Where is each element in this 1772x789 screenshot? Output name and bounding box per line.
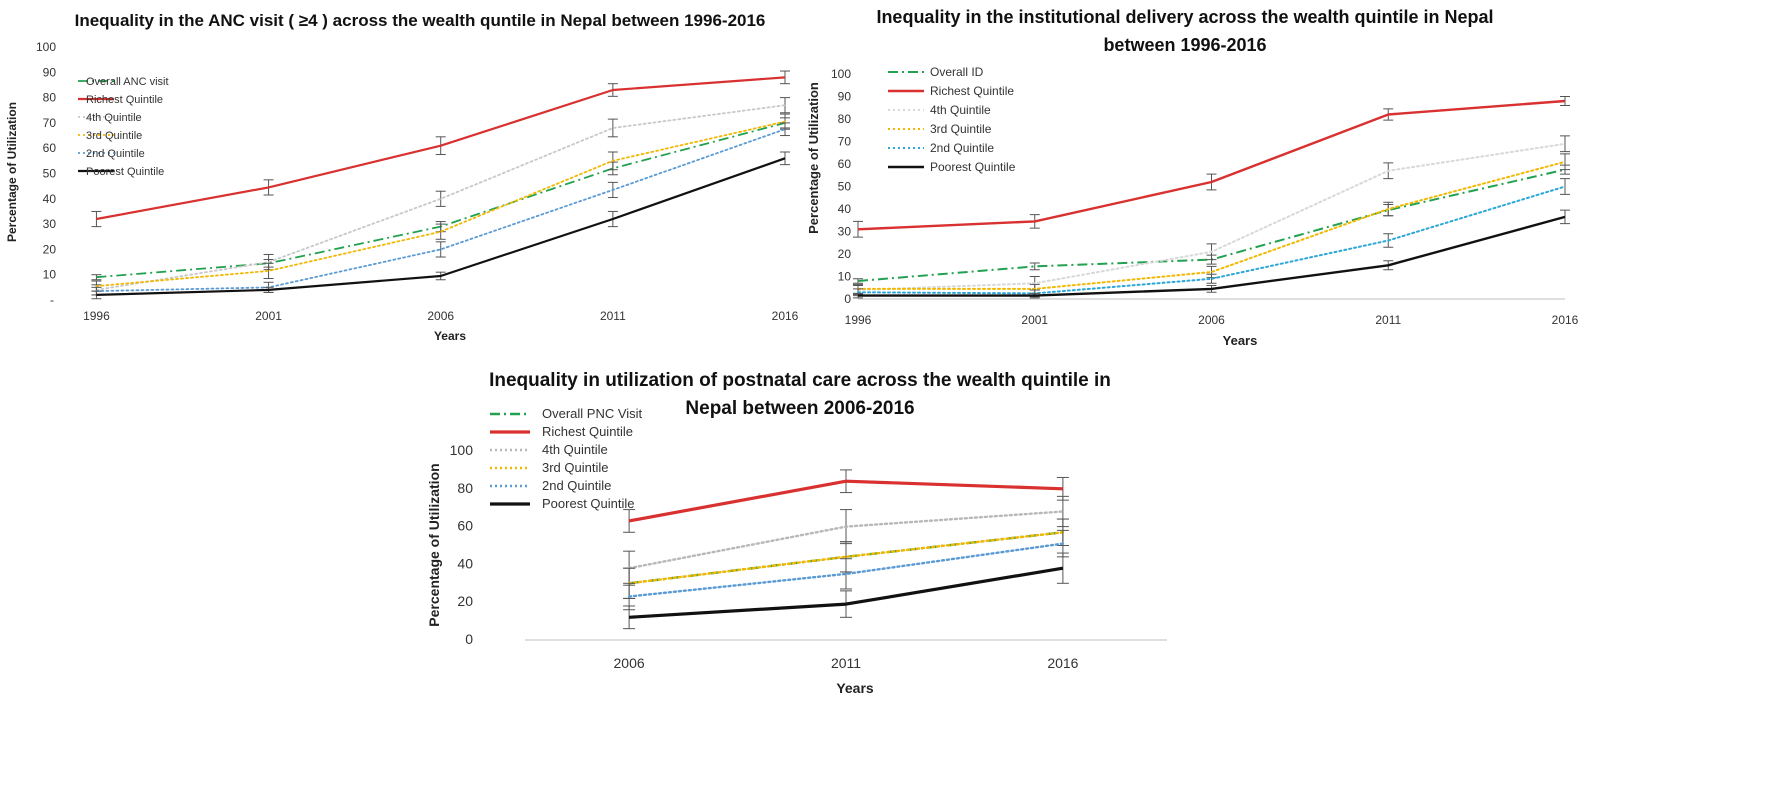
y-axis-label: Percentage of Utilization <box>426 463 442 626</box>
x-tick-label: 2016 <box>1047 655 1078 671</box>
x-tick-label: 2006 <box>1198 313 1225 327</box>
series-line <box>95 128 786 293</box>
y-tick-label: 20 <box>43 242 57 256</box>
x-tick-label: 2006 <box>614 655 645 671</box>
legend-label: 2nd Quintile <box>86 148 145 160</box>
series-line <box>95 120 786 288</box>
y-tick-label: 90 <box>838 90 852 104</box>
legend-label: 4th Quintile <box>930 103 991 117</box>
legend-label: 3rd Quintile <box>542 460 608 475</box>
chart-title: Inequality in utilization of postnatal c… <box>489 370 1111 391</box>
y-tick-label: 60 <box>457 518 473 534</box>
legend-label: 2nd Quintile <box>542 478 611 493</box>
y-tick-label: 80 <box>43 91 57 105</box>
legend-label: Overall ID <box>930 65 984 79</box>
chart-title: Nepal between 2006-2016 <box>685 398 914 419</box>
series-richest-quintile <box>91 70 790 228</box>
y-tick-mark: - <box>50 293 54 307</box>
x-tick-label: 2016 <box>772 309 799 323</box>
y-tick-label: 20 <box>838 247 852 261</box>
y-tick-label: 10 <box>43 268 57 282</box>
legend: Overall ANC visit Richest Quintile 4th Qui… <box>78 76 169 178</box>
y-axis-label: Percentage of Utilization <box>5 102 19 242</box>
series-line <box>627 542 1065 598</box>
legend-label: 4th Quintile <box>86 112 142 124</box>
x-axis-label: Years <box>836 680 874 696</box>
series-richest-quintile <box>623 469 1069 533</box>
x-tick-label: 1996 <box>845 313 872 327</box>
series-line <box>857 185 1566 295</box>
chart-title: between 1996-2016 <box>1103 35 1266 55</box>
y-axis-label: Percentage of Utilization <box>806 82 821 234</box>
legend-label: Overall PNC Visit <box>542 406 643 421</box>
legend-label: Richest Quintile <box>930 84 1014 98</box>
y-tick-label: 40 <box>457 555 473 571</box>
legend-label: 4th Quintile <box>542 442 608 457</box>
series-line <box>95 104 786 291</box>
y-tick-label: 60 <box>43 141 57 155</box>
chart-title: Inequality in the institutional delivery… <box>876 7 1493 27</box>
legend-label: 3rd Quintile <box>86 130 142 142</box>
x-tick-label: 2006 <box>427 309 454 323</box>
legend-label: Richest Quintile <box>86 94 163 106</box>
y-tick-label: 100 <box>36 40 56 54</box>
y-tick-label: 100 <box>450 442 474 458</box>
series-line <box>96 157 786 296</box>
y-tick-label: 40 <box>43 192 57 206</box>
x-axis-label: Years <box>434 329 466 343</box>
y-tick-label: 50 <box>43 167 57 181</box>
chart-2: Inequality in the institutional delivery… <box>806 7 1579 348</box>
chart-1: Inequality in the ANC visit ( ≥4 ) acros… <box>5 11 799 343</box>
x-tick-label: 2011 <box>1375 313 1401 327</box>
y-tick-label: 80 <box>457 480 473 496</box>
y-tick-label: 60 <box>838 157 852 171</box>
y-tick-label: 0 <box>465 631 473 647</box>
series-2nd-quintile <box>623 529 1069 611</box>
y-tick-label: 90 <box>43 65 57 79</box>
y-tick-label: 80 <box>838 112 852 126</box>
x-tick-label: 1996 <box>83 309 110 323</box>
series-line <box>858 215 1566 297</box>
series-line <box>96 76 786 221</box>
y-tick-label: 70 <box>43 116 57 130</box>
x-tick-label: 2011 <box>831 655 861 671</box>
series-line <box>627 531 1065 585</box>
series-richest-quintile <box>853 96 1570 238</box>
series-poorest-quintile <box>853 209 1570 299</box>
y-tick-label: 50 <box>838 180 852 194</box>
series-line <box>628 479 1063 523</box>
x-axis-label: Years <box>1223 333 1258 348</box>
legend: Overall ID Richest Quintile 4th Quintile 3r… <box>888 65 1016 174</box>
series-2nd-quintile <box>853 178 1570 298</box>
y-tick-label: 30 <box>838 225 852 239</box>
x-tick-label: 2001 <box>1021 313 1048 327</box>
y-tick-label: 30 <box>43 217 57 231</box>
series-4th-quintile <box>91 97 790 296</box>
legend-label: Overall ANC visit <box>86 76 169 88</box>
legend-label: 3rd Quintile <box>930 122 992 136</box>
legend-label: Richest Quintile <box>542 424 633 439</box>
chart-title: Inequality in the ANC visit ( ≥4 ) acros… <box>75 11 766 30</box>
series-poorest-quintile <box>91 151 790 300</box>
legend: Overall PNC Visit Richest Quintile 4th Qui… <box>490 406 643 511</box>
y-tick-label: 100 <box>831 67 851 81</box>
y-tick-label: 10 <box>838 270 852 284</box>
series-poorest-quintile <box>623 552 1069 630</box>
y-tick-label: 70 <box>838 135 852 149</box>
y-tick-label: 0 <box>844 292 851 306</box>
legend-label: 2nd Quintile <box>930 141 994 155</box>
legend-label: Poorest Quintile <box>930 160 1016 174</box>
legend-label: Poorest Quintile <box>86 166 164 178</box>
y-tick-label: 40 <box>838 202 852 216</box>
x-tick-label: 2001 <box>255 309 282 323</box>
x-tick-label: 2011 <box>600 309 626 323</box>
chart-3: Inequality in utilization of postnatal c… <box>426 370 1167 696</box>
x-tick-label: 2016 <box>1552 313 1579 327</box>
series-line <box>857 142 1566 291</box>
legend-label: Poorest Quintile <box>542 496 635 511</box>
y-tick-label: 20 <box>457 593 473 609</box>
